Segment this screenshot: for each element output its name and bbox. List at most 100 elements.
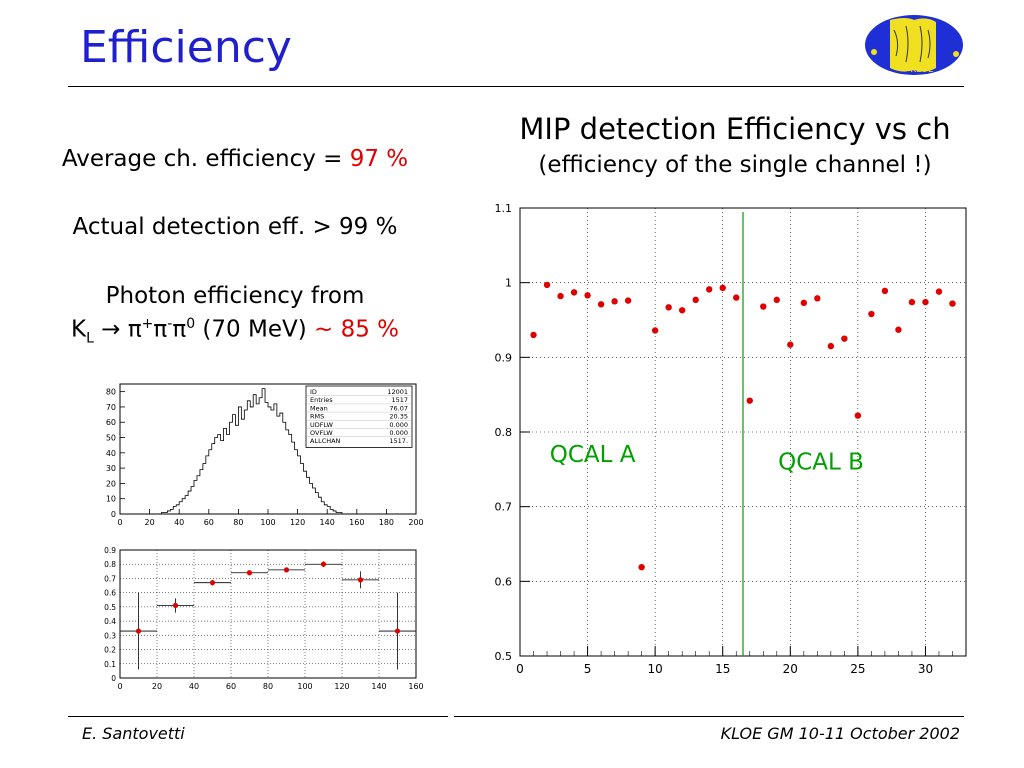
energy-text: (70 MeV) <box>195 316 314 343</box>
small-y-tick-label: 0.6 <box>104 589 116 598</box>
data-point <box>597 301 605 308</box>
data-point <box>787 341 794 348</box>
small-x-tick-label: 160 <box>408 682 423 691</box>
data-point <box>665 304 672 311</box>
hist-x-tick-label: 20 <box>145 518 155 527</box>
small-x-tick-label: 20 <box>152 682 162 691</box>
small-y-tick-label: 0.4 <box>104 617 116 626</box>
pi-zero-sup: 0 <box>186 316 196 332</box>
x-tick-label: 5 <box>584 662 592 676</box>
x-tick-label: 30 <box>918 662 933 676</box>
data-point <box>854 412 862 419</box>
small-x-tick-label: 140 <box>371 682 386 691</box>
footer-author: E. Santovetti <box>82 724 185 743</box>
small-x-tick-label: 100 <box>297 682 312 691</box>
hist-y-tick-label: 20 <box>106 479 116 488</box>
data-point <box>624 297 632 304</box>
small-data-point <box>320 561 327 567</box>
data-point <box>584 292 591 299</box>
stats-value: 1517 <box>391 396 408 404</box>
x-tick-label: 10 <box>648 662 663 676</box>
pi-symbol: π <box>153 316 168 343</box>
photon-efficiency-line: Photon efficiency from <box>105 283 365 309</box>
small-y-tick-label: 0.3 <box>104 631 116 640</box>
small-data-point <box>135 628 142 634</box>
pi-plus-sup: + <box>141 316 154 332</box>
footer-divider-right <box>454 716 964 717</box>
main-chart-subtitle: (efficiency of the single channel !) <box>538 152 932 178</box>
hist-y-tick-label: 50 <box>106 434 116 443</box>
histogram-line <box>120 388 416 515</box>
x-tick-label: 15 <box>715 662 730 676</box>
hist-x-tick-label: 60 <box>204 518 214 527</box>
kloe-logo: KLOE <box>865 15 963 75</box>
data-point <box>570 289 578 296</box>
hist-x-tick-label: 200 <box>408 518 423 527</box>
stats-value: 1517. <box>389 437 408 445</box>
small-data-point <box>172 602 179 609</box>
small-x-tick-label: 80 <box>263 682 273 691</box>
small-data-point <box>283 567 290 573</box>
hist-y-tick-label: 80 <box>106 388 116 397</box>
y-tick-label: 0.8 <box>495 426 513 439</box>
small-y-tick-label: 0.7 <box>104 574 116 583</box>
hist-x-tick-label: 160 <box>349 518 364 527</box>
hist-x-tick-label: 180 <box>379 518 394 527</box>
small-y-tick-label: 0.5 <box>104 603 116 612</box>
hist-y-tick-label: 30 <box>106 464 116 473</box>
hist-y-tick-label: 60 <box>106 418 116 427</box>
small-y-tick-label: 0.1 <box>104 660 116 669</box>
stats-value: 0.000 <box>389 421 408 429</box>
kl-decay-line: KL → π+π-π0 (70 MeV) ~ 85 % <box>20 316 450 346</box>
data-point <box>530 331 537 339</box>
stats-box <box>305 385 413 448</box>
data-point <box>543 281 551 289</box>
hist-y-tick-label: 0 <box>111 510 116 519</box>
data-point <box>868 310 875 318</box>
stats-label: Mean <box>310 404 328 412</box>
title-divider <box>68 86 964 87</box>
small-y-tick-label: 0 <box>111 674 116 683</box>
small-x-tick-label: 60 <box>226 682 236 691</box>
data-point <box>841 335 848 342</box>
y-tick-label: 0.9 <box>495 351 513 364</box>
data-point <box>651 327 659 334</box>
small-efficiency-chart: 0 20 40 60 80 100 120 140 160 0 0.1 0.2 0.3 0.4 0.5 0.6… <box>104 546 424 691</box>
data-point <box>895 326 902 333</box>
stats-value: 0.000 <box>389 429 408 437</box>
hist-y-tick-label: 10 <box>106 495 116 504</box>
data-point <box>719 284 726 292</box>
data-point <box>800 299 808 307</box>
data-point <box>908 298 916 306</box>
data-point <box>557 292 564 300</box>
small-y-tick-label: 0.2 <box>104 646 116 655</box>
hist-x-tick-label: 120 <box>290 518 305 527</box>
average-efficiency-label: Average ch. efficiency = <box>61 146 350 172</box>
hist-x-tick-label: 140 <box>320 518 335 527</box>
efficiency-vs-channel-chart: 0 5 10 15 20 25 30 0.5 0.6 0.7 0.8 0.9 1 1.1 QCAL A QCA… <box>495 202 967 676</box>
k-symbol: K <box>71 316 87 343</box>
small-data-point <box>246 570 253 576</box>
stats-value: 76.07 <box>389 404 408 412</box>
data-point <box>827 342 835 350</box>
data-point <box>949 300 956 307</box>
small-data-point <box>209 580 216 586</box>
data-point <box>760 303 767 310</box>
y-tick-label: 0.5 <box>495 650 513 663</box>
stats-label: ID <box>310 388 317 396</box>
stats-value: 12001 <box>387 388 408 396</box>
small-data-point <box>357 577 364 583</box>
data-point <box>611 298 618 305</box>
stats-label: Entries <box>310 396 333 404</box>
small-data-point <box>394 628 401 634</box>
y-tick-label: 0.7 <box>495 501 513 514</box>
stats-label: UDFLW <box>310 421 334 429</box>
average-efficiency-line: Average ch. efficiency = 97 % <box>20 146 450 172</box>
y-tick-label: 1.1 <box>495 202 513 215</box>
detection-efficiency-line: Actual detection eff. > 99 % <box>72 214 398 240</box>
slide-title: Efficiency <box>80 22 292 73</box>
hist-x-tick-label: 40 <box>174 518 184 527</box>
k-subscript: L <box>86 330 94 347</box>
main-chart-title: MIP detection Efficiency vs ch <box>519 112 951 146</box>
hist-x-tick-label: 100 <box>260 518 275 527</box>
